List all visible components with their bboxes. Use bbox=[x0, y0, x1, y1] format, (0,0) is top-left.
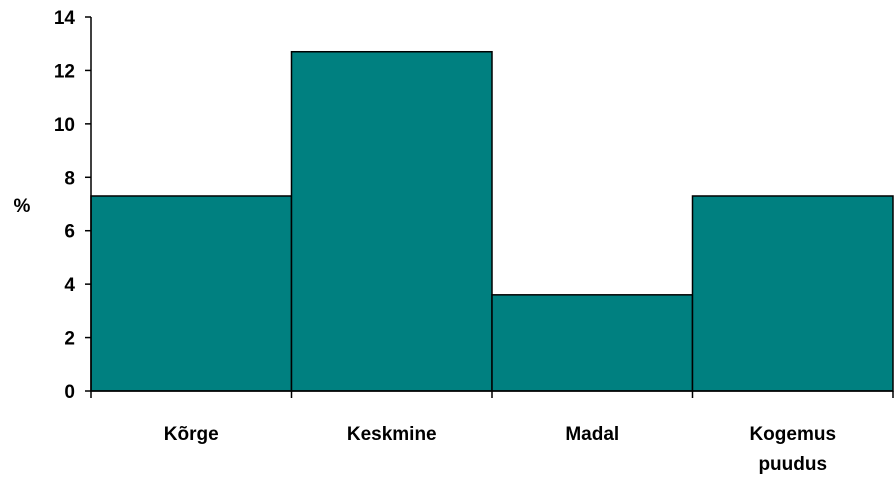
y-ticks-group: 0 2 4 6 8 10 12 14 bbox=[54, 8, 91, 403]
y-tick-label: 2 bbox=[64, 329, 75, 350]
x-labels-group: Kõrge Keskmine Madal Kogemus puudus bbox=[164, 424, 836, 475]
bars-group bbox=[90, 50, 894, 392]
y-tick-label: 12 bbox=[54, 61, 75, 82]
category-label: Kogemus puudus bbox=[749, 424, 836, 475]
bar-3 bbox=[691, 195, 894, 392]
bar-0 bbox=[90, 195, 293, 392]
bar-1 bbox=[290, 50, 493, 392]
y-tick-label: 4 bbox=[64, 275, 75, 296]
bar-2 bbox=[491, 294, 694, 392]
category-label: Kõrge bbox=[164, 424, 219, 445]
category-label: Madal bbox=[565, 424, 619, 445]
x-ticks-group bbox=[90, 391, 894, 398]
y-tick-label: 6 bbox=[64, 222, 75, 243]
y-tick-label: 0 bbox=[64, 382, 75, 403]
y-tick-label: 10 bbox=[54, 115, 75, 136]
y-tick-label: 14 bbox=[54, 8, 76, 29]
y-axis-title: % bbox=[14, 196, 31, 217]
category-label: Keskmine bbox=[347, 424, 437, 445]
y-tick-label: 8 bbox=[64, 168, 75, 189]
